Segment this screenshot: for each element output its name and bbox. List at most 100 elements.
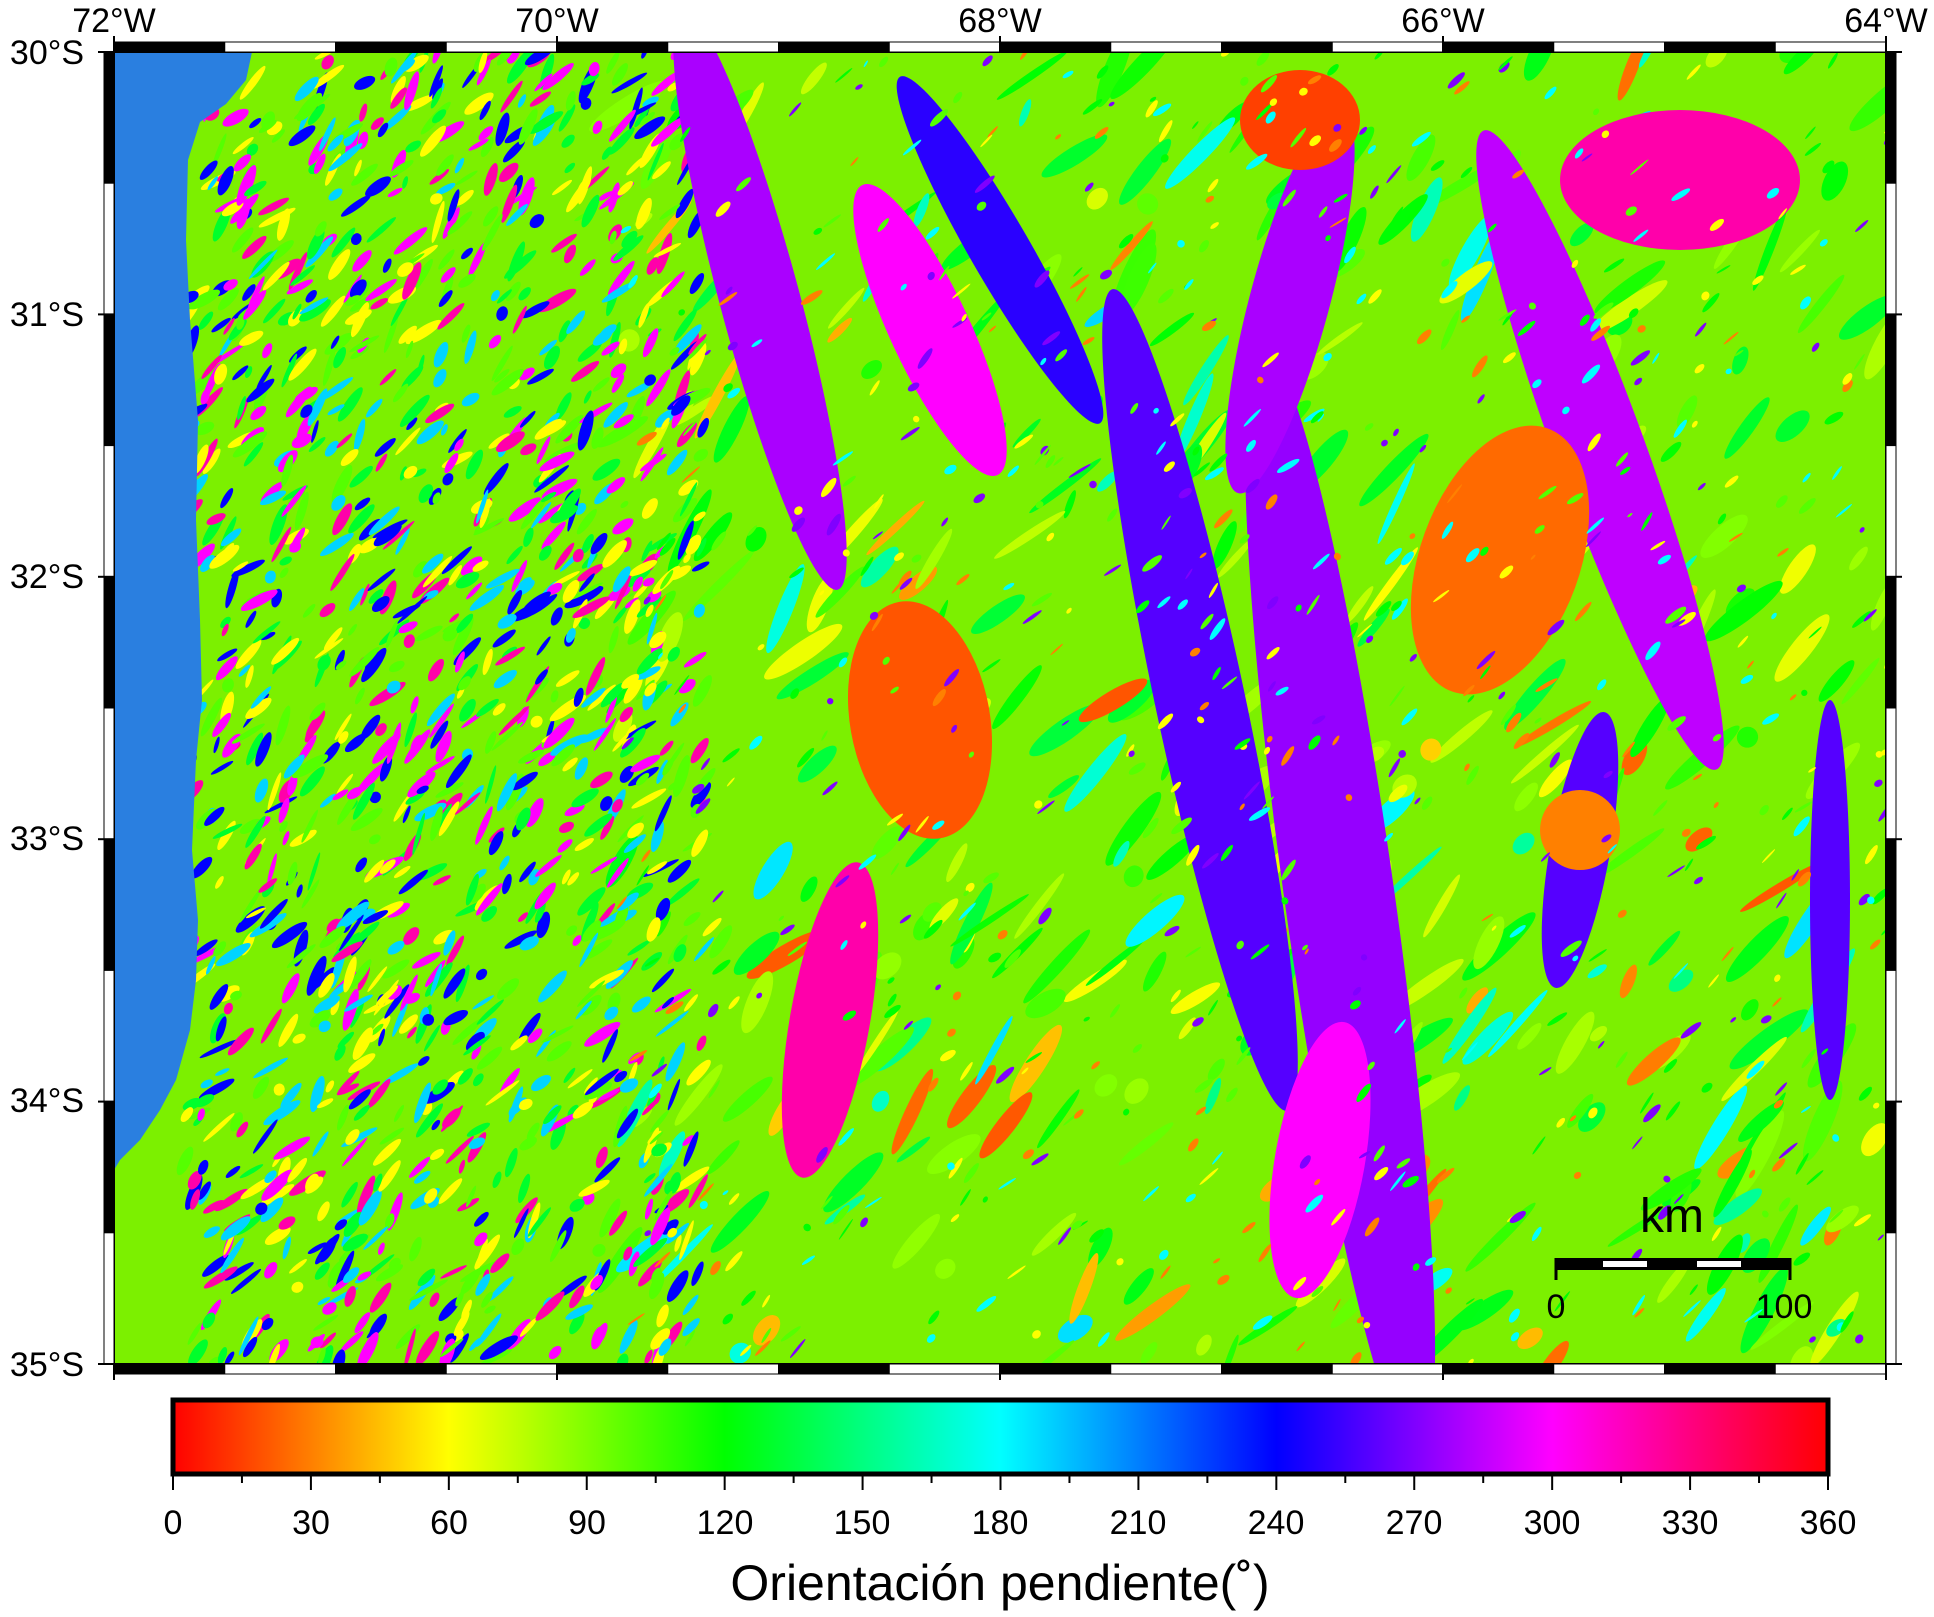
aspect-patch [227,1027,254,1056]
aspect-patch [671,395,718,427]
aspect-patch [1778,1197,1791,1212]
aspect-patch [307,1242,327,1255]
aspect-patch [1197,121,1213,142]
aspect-patch [1042,331,1061,346]
aspect-patch [369,791,381,804]
aspect-patch [1004,949,1021,968]
aspect-patch [659,538,676,556]
frame-segment [1553,41,1665,53]
lat-label-30s: 30°S [10,34,84,72]
aspect-patch [1873,1102,1880,1109]
aspect-patch [341,1181,358,1208]
aspect-patch [352,782,375,820]
frame-segment [667,1363,779,1375]
aspect-patch [548,1345,562,1360]
aspect-patch [579,259,596,276]
aspect-patch [633,1237,668,1267]
aspect-patch [286,279,313,295]
aspect-patch [1055,134,1062,140]
aspect-patch [971,594,1025,635]
aspect-patch [382,105,412,131]
aspect-patch [214,363,228,385]
aspect-patch [679,1220,694,1261]
aspect-patch [1082,98,1103,115]
aspect-patch [1761,849,1776,864]
aspect-patch [312,1131,329,1157]
aspect-patch [1132,1043,1143,1053]
aspect-patch [896,1136,931,1163]
aspect-patch [1009,1024,1063,1103]
aspect-patch [797,745,837,783]
aspect-patch [1806,1170,1824,1185]
aspect-patch [355,857,368,873]
aspect-patch [521,301,550,319]
aspect-patch [1480,665,1491,680]
aspect-patch [398,325,417,344]
aspect-patch [327,404,345,416]
frame-segment [113,1363,226,1375]
frame-segment [556,41,669,53]
aspect-patch [766,564,805,654]
aspect-patch [342,1137,368,1167]
aspect-patch [644,374,656,386]
colorbar-ticks [172,1474,1829,1490]
aspect-patch [490,1253,510,1274]
aspect-patch [1123,1268,1154,1305]
aspect-patch [778,915,785,921]
colorbar-tick-label: 330 [1662,1504,1719,1542]
aspect-patch [224,1262,254,1281]
aspect-patch [496,773,518,812]
scale-bar-label-end: 100 [1756,1288,1813,1326]
aspect-patch [643,1127,660,1163]
aspect-patch [704,349,711,356]
aspect-patch [1821,1048,1829,1055]
aspect-patch [1220,844,1233,861]
aspect-patch [656,759,668,784]
aspect-patch [282,831,290,846]
aspect-patch [364,859,385,883]
aspect-patch [1800,1105,1811,1113]
aspect-patch [262,343,273,359]
aspect-patch [435,730,452,763]
aspect-patch [1517,1327,1543,1350]
aspect-patch [1332,735,1340,746]
aspect-patch [1034,270,1050,288]
aspect-patch [1442,987,1497,1064]
aspect-patch [1014,873,1065,939]
aspect-patch [1517,1023,1542,1050]
aspect-patch [659,740,674,756]
aspect-patch [693,448,708,462]
aspect-patch [483,52,507,63]
aspect-patch [1547,1012,1568,1026]
aspect-patch [816,1147,828,1163]
aspect-patch [710,1191,770,1253]
aspect-patch [636,648,663,675]
aspect-patch [187,1170,202,1190]
aspect-patch [260,1197,284,1223]
aspect-patch [1356,1316,1365,1324]
aspect-patch [1777,548,1789,557]
aspect-patch [542,1112,579,1134]
aspect-patch [711,531,727,551]
aspect-patch [1465,1298,1475,1305]
aspect-patch [612,733,629,752]
aspect-patch [1007,465,1020,477]
aspect-patch [961,313,967,322]
aspect-patch [1775,495,1788,508]
aspect-patch [527,368,554,385]
aspect-patch [684,994,698,1012]
aspect-patch [1375,601,1392,617]
aspect-patch [882,656,890,665]
aspect-patch [320,532,354,557]
aspect-patch [1409,533,1416,539]
aspect-patch [519,861,536,883]
aspect-patch [1738,1100,1784,1142]
aspect-patch [1481,913,1494,922]
aspect-patch [506,203,528,226]
aspect-patch [1778,1142,1798,1159]
aspect-patch [419,125,447,157]
aspect-patch [655,1010,689,1037]
aspect-patch [582,939,613,960]
aspect-patch [494,368,510,383]
aspect-patch [518,108,538,145]
